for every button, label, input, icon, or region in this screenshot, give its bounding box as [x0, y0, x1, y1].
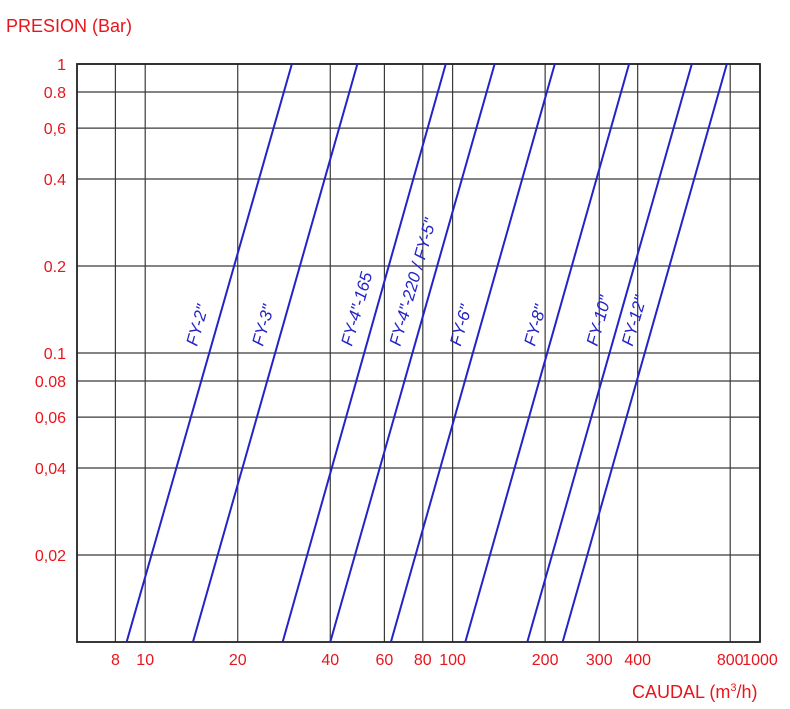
series-label-group: FY-10" [583, 293, 616, 348]
grid [76, 63, 761, 643]
series-label-group: FY-3" [248, 302, 278, 348]
series-label: FY-10" [583, 293, 616, 348]
x-tick-label: 10 [136, 652, 154, 669]
x-tick-label: 20 [229, 652, 247, 669]
series-label: FY-6" [446, 302, 476, 348]
x-tick-label: 400 [624, 652, 651, 669]
series-label-group: FY-12" [618, 293, 650, 348]
y-tick-label: 0.1 [44, 346, 66, 363]
x-tick-label: 60 [376, 652, 394, 669]
x-tick-label: 100 [439, 652, 466, 669]
y-tick-label: 0,06 [35, 410, 66, 427]
series-line [329, 63, 496, 643]
plot-frame [76, 63, 761, 643]
x-axis-title: CAUDAL (m3/h) [632, 682, 757, 703]
y-axis-title: PRESION (Bar) [6, 16, 133, 36]
series-lines [125, 63, 728, 643]
series-line [191, 63, 359, 643]
x-axis-title-sup: 3 [730, 682, 737, 694]
x-tick-label: 200 [532, 652, 559, 669]
x-tick-label: 8 [111, 652, 120, 669]
y-tick-label: 1 [57, 57, 66, 74]
y-axis-ticks: 1 0.8 0,6 0.4 0.2 0.1 0.08 0,06 0,04 0,02 [35, 57, 66, 565]
series-label: FY-2" [183, 302, 213, 348]
y-tick-label: 0,6 [44, 121, 66, 138]
series-label-group: FY-4"-165 [337, 269, 376, 347]
series-label: FY-8" [520, 302, 550, 348]
series-line [389, 63, 556, 643]
y-tick-label: 0.08 [35, 374, 66, 391]
x-tick-label: 40 [321, 652, 339, 669]
x-tick-label: 1000 [742, 652, 778, 669]
series-label: FY-4"-165 [337, 269, 376, 347]
x-axis-title-main: CAUDAL (m [632, 682, 731, 702]
series-line [464, 63, 631, 643]
x-axis-title-end: /h) [736, 682, 758, 702]
x-tick-label: 800 [717, 652, 744, 669]
y-tick-label: 0,04 [35, 461, 66, 478]
x-tick-label: 300 [586, 652, 613, 669]
series-label: FY-12" [618, 293, 650, 348]
y-tick-label: 0.8 [44, 85, 66, 102]
series-label-group: FY-6" [446, 302, 476, 348]
series-line [125, 63, 293, 643]
series-line [561, 63, 728, 643]
series-line [281, 63, 447, 643]
x-tick-label: 80 [414, 652, 432, 669]
y-tick-label: 0.2 [44, 259, 66, 276]
series-label-group: FY-8" [520, 302, 550, 348]
series-label-group: FY-2" [183, 302, 213, 348]
series-line [526, 63, 693, 643]
y-tick-label: 0,02 [35, 548, 66, 565]
y-tick-label: 0.4 [44, 172, 66, 189]
series-label: FY-3" [248, 302, 278, 348]
